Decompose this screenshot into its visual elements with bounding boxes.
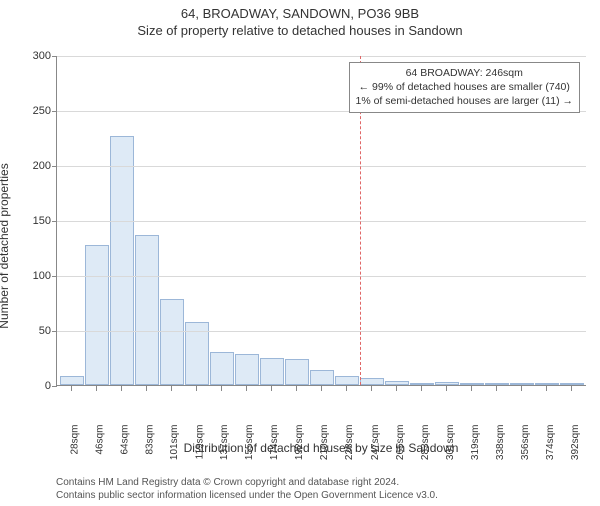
x-tick-mark — [521, 386, 522, 391]
gridline — [57, 331, 586, 332]
y-axis-label: Number of detached properties — [0, 163, 11, 328]
footer-line-2: Contains public sector information licen… — [56, 489, 586, 502]
footer-line-1: Contains HM Land Registry data © Crown c… — [56, 476, 586, 489]
y-tick-mark — [52, 56, 57, 57]
x-tick-mark — [571, 386, 572, 391]
x-axis-label: Distribution of detached houses by size … — [56, 441, 586, 455]
x-ticks-container: 28sqm46sqm64sqm83sqm101sqm119sqm137sqm15… — [56, 386, 586, 446]
x-tick-mark — [446, 386, 447, 391]
y-tick-mark — [52, 331, 57, 332]
x-tick-mark — [121, 386, 122, 391]
x-tick-mark — [246, 386, 247, 391]
annotation-line: 1% of semi-detached houses are larger (1… — [356, 94, 574, 108]
y-tick-mark — [52, 221, 57, 222]
x-tick-mark — [71, 386, 72, 391]
x-tick-mark — [396, 386, 397, 391]
histogram-bar — [260, 358, 284, 386]
annotation-line: ← 99% of detached houses are smaller (74… — [356, 80, 574, 94]
x-tick-mark — [346, 386, 347, 391]
y-tick-mark — [52, 276, 57, 277]
histogram-bar — [510, 383, 534, 385]
x-tick-mark — [471, 386, 472, 391]
histogram-bar — [160, 299, 184, 385]
histogram-bar — [285, 359, 309, 385]
x-tick-mark — [221, 386, 222, 391]
histogram-bar — [310, 370, 334, 385]
y-tick-mark — [52, 111, 57, 112]
x-tick-mark — [421, 386, 422, 391]
histogram-bar — [560, 383, 584, 385]
gridline — [57, 221, 586, 222]
x-tick-mark — [296, 386, 297, 391]
gridline — [57, 276, 586, 277]
histogram-bar — [485, 383, 509, 385]
x-tick-mark — [171, 386, 172, 391]
histogram-bar — [360, 378, 384, 385]
annotation-line: 64 BROADWAY: 246sqm — [356, 66, 574, 80]
histogram-bar — [235, 354, 259, 385]
chart-subtitle: Size of property relative to detached ho… — [0, 23, 600, 38]
x-tick-mark — [196, 386, 197, 391]
histogram-bar — [385, 381, 409, 385]
x-tick-mark — [546, 386, 547, 391]
histogram-bar — [135, 235, 159, 385]
histogram-bar — [110, 136, 134, 385]
address-title: 64, BROADWAY, SANDOWN, PO36 9BB — [0, 6, 600, 21]
footer-attribution: Contains HM Land Registry data © Crown c… — [56, 476, 586, 502]
histogram-bar — [335, 376, 359, 385]
x-tick-mark — [371, 386, 372, 391]
histogram-bar — [435, 382, 459, 385]
x-tick-mark — [496, 386, 497, 391]
chart-container: Number of detached properties 0501001502… — [0, 46, 600, 446]
histogram-bar — [210, 352, 234, 385]
gridline — [57, 56, 586, 57]
histogram-bar — [410, 383, 434, 385]
histogram-bar — [460, 383, 484, 385]
x-tick-mark — [146, 386, 147, 391]
y-tick-mark — [52, 166, 57, 167]
histogram-bar — [535, 383, 559, 385]
histogram-bar — [60, 376, 84, 385]
x-tick-mark — [321, 386, 322, 391]
plot-area: 05010015020025030064 BROADWAY: 246sqm← 9… — [56, 56, 586, 386]
histogram-bar — [85, 245, 109, 385]
x-tick-mark — [271, 386, 272, 391]
gridline — [57, 166, 586, 167]
annotation-box: 64 BROADWAY: 246sqm← 99% of detached hou… — [349, 62, 581, 113]
x-tick-mark — [96, 386, 97, 391]
